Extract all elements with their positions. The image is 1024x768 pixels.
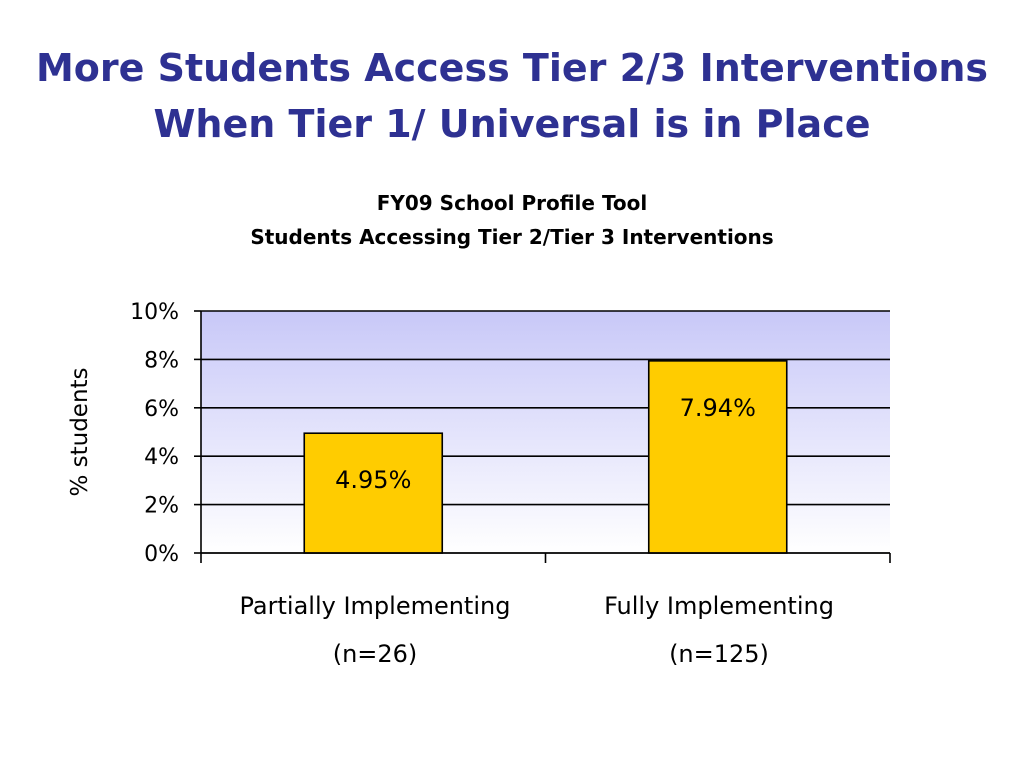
category-label-2: Fully Implementing (n=125) (539, 582, 899, 678)
category-name: Fully Implementing (604, 592, 834, 620)
chart-subtitle: Students Accessing Tier 2/Tier 3 Interve… (250, 225, 774, 249)
slide-title-line-2: When Tier 1/ Universal is in Place (153, 102, 871, 146)
bar (647, 360, 788, 554)
category-name: Partially Implementing (239, 592, 511, 620)
y-tick-label: 4% (144, 445, 179, 470)
category-label-1: Partially Implementing (n=26) (195, 582, 555, 678)
y-tick-label: 0% (144, 542, 179, 567)
category-note: (n=125) (669, 640, 769, 668)
data-label: 7.94% (680, 394, 756, 422)
data-label: 4.95% (335, 466, 411, 494)
slide-title: More Students Access Tier 2/3 Interventi… (0, 40, 1024, 152)
y-tick-label: 2% (144, 494, 179, 519)
chart-title-block: FY09 School Profile Tool Students Access… (0, 186, 1024, 254)
y-tick-label: 8% (144, 348, 179, 373)
bar (303, 432, 444, 554)
y-tick-label: 6% (144, 397, 179, 422)
y-tick-label: 10% (130, 300, 179, 325)
chart-title: FY09 School Profile Tool (376, 191, 648, 215)
slide-title-line-1: More Students Access Tier 2/3 Interventi… (35, 46, 989, 90)
category-note: (n=26) (332, 640, 418, 668)
